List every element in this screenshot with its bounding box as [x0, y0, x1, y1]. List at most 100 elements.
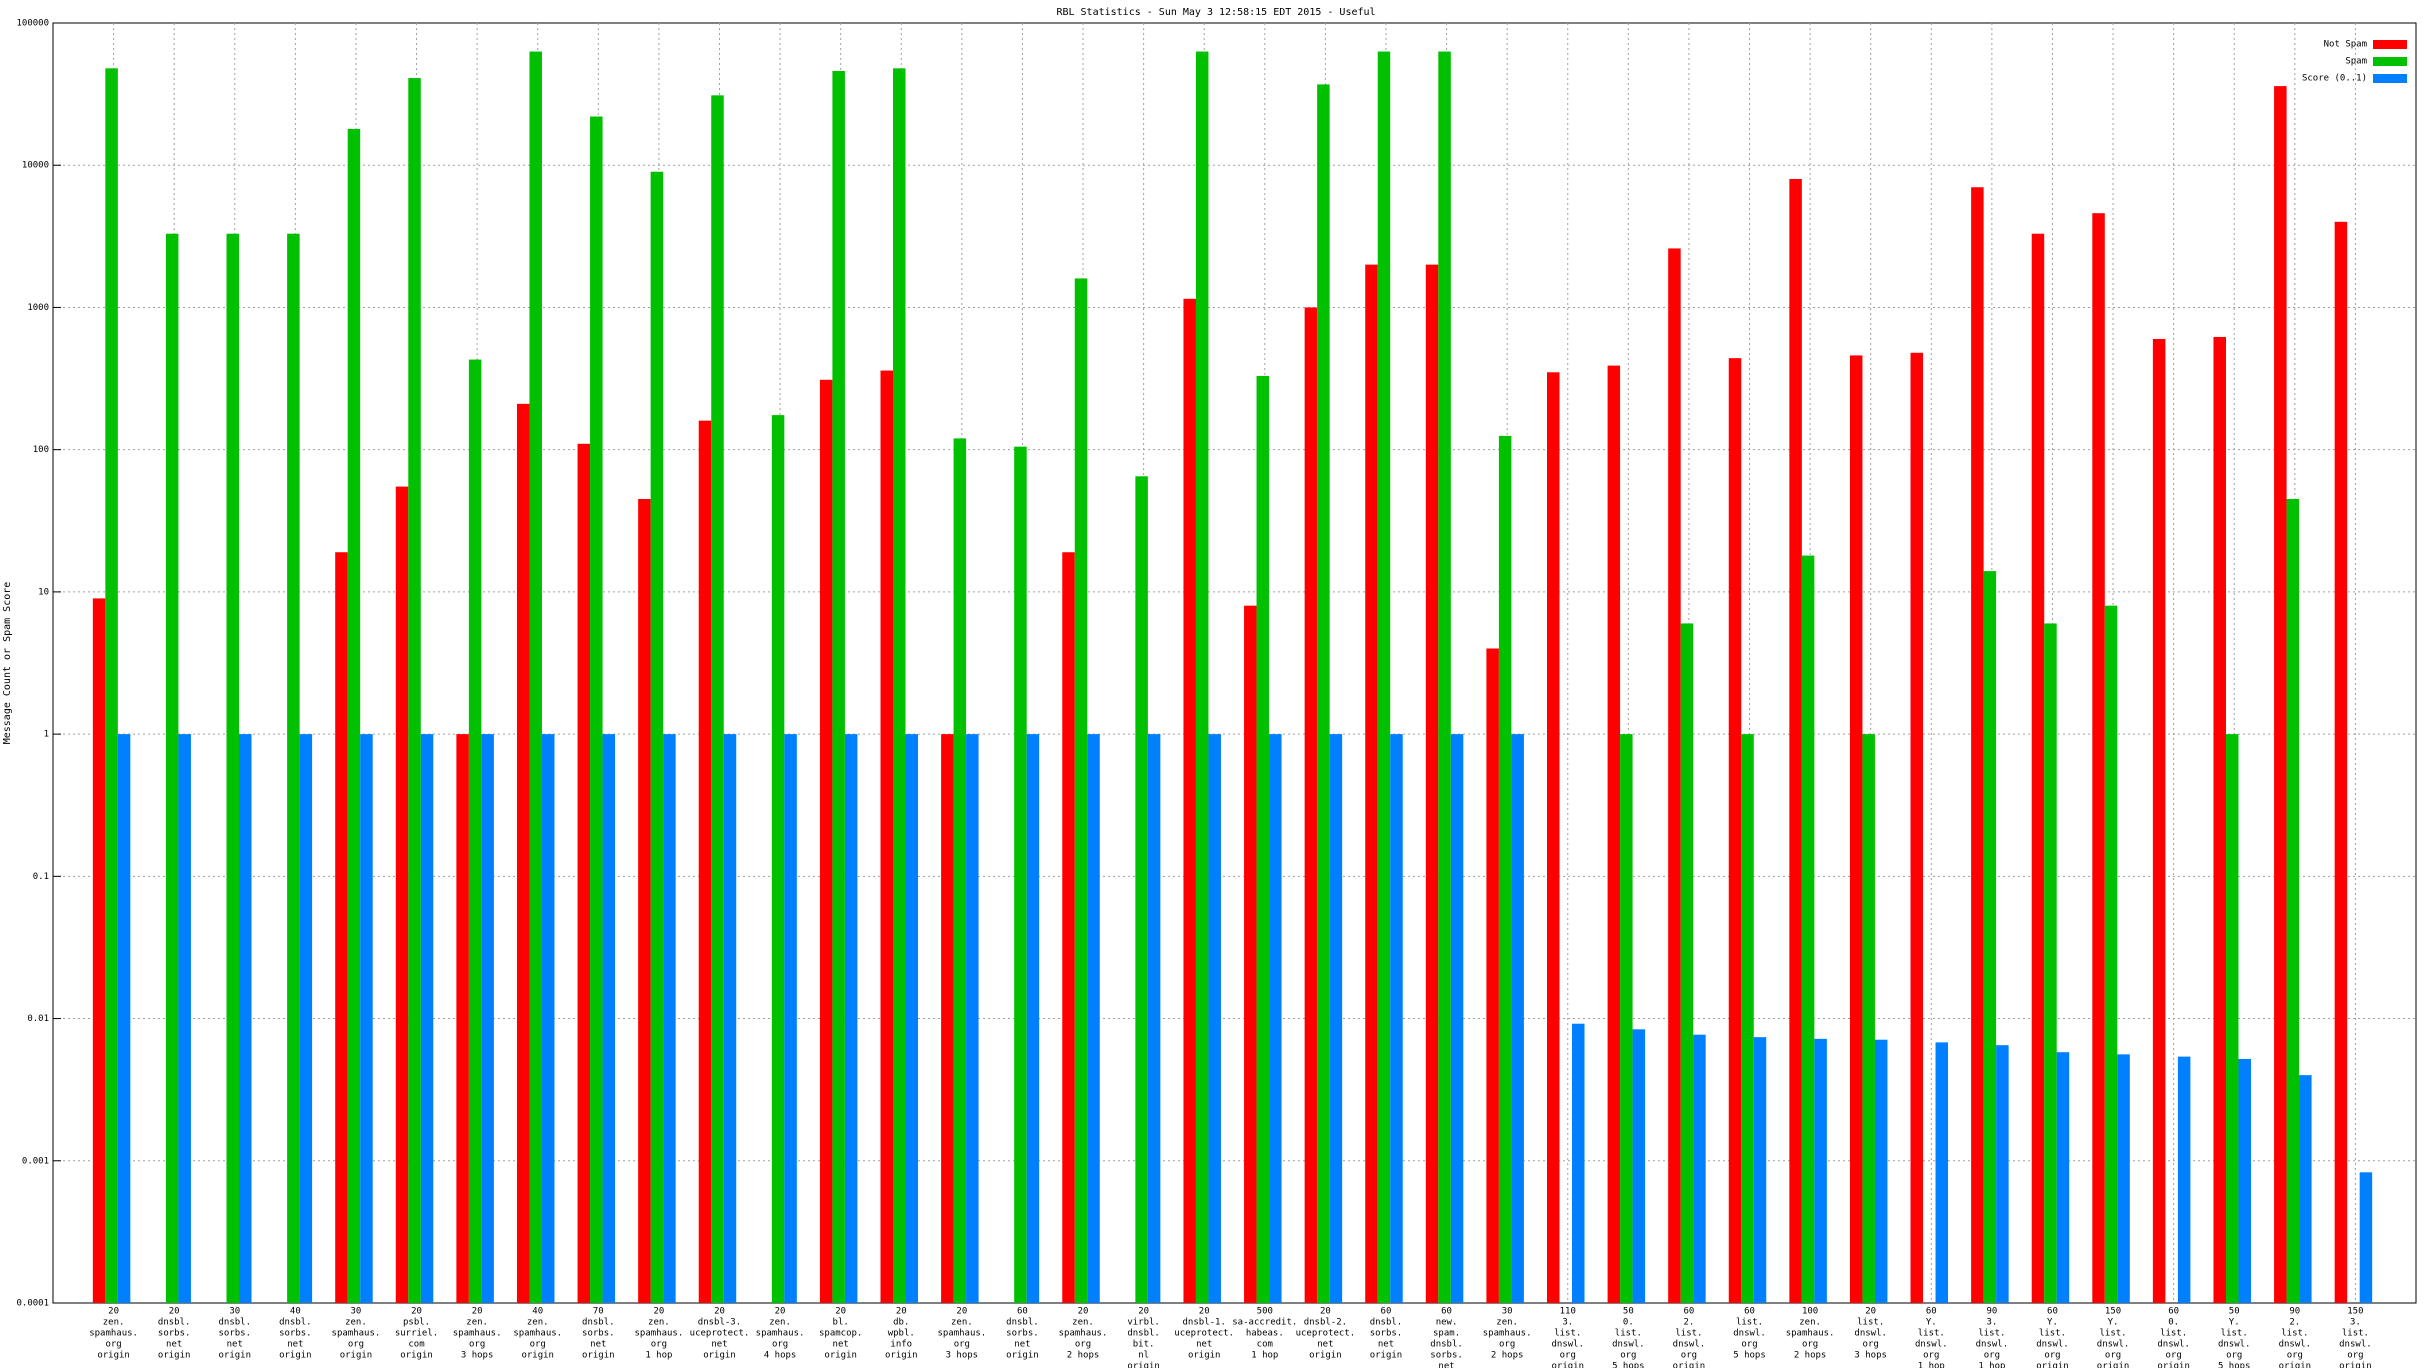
x-tick-label: list. — [1918, 1329, 1945, 1339]
y-tick-label: 0.1 — [33, 872, 49, 882]
x-tick-label: 20 — [1078, 1307, 1089, 1317]
x-tick-label: origin — [340, 1351, 373, 1361]
x-tick-label: org — [530, 1340, 546, 1350]
x-tick-label: list. — [2039, 1329, 2066, 1339]
bar — [663, 734, 676, 1303]
x-tick-label: 20 — [1320, 1307, 1331, 1317]
y-tick-label: 10000 — [22, 161, 49, 171]
bar — [1244, 605, 1257, 1303]
x-tick-label: org — [1863, 1340, 1879, 1350]
bar — [771, 415, 785, 1303]
x-tick-label: origin — [2036, 1362, 2069, 1368]
x-tick-label: net — [1378, 1340, 1394, 1350]
x-tick-label: net — [1196, 1340, 1212, 1350]
x-tick-label: 20 — [835, 1307, 846, 1317]
x-tick-label: spamhaus. — [89, 1329, 138, 1339]
bar — [117, 734, 131, 1303]
x-tick-label: org — [2044, 1351, 2060, 1361]
bar — [1693, 1034, 1706, 1303]
x-tick-label: dnsbl. — [219, 1318, 252, 1328]
x-tick-label: zen. — [769, 1318, 791, 1328]
y-tick-label: 100000 — [16, 19, 49, 29]
bar — [1135, 476, 1148, 1303]
x-tick-label: list. — [1675, 1329, 1702, 1339]
x-tick-label: origin — [400, 1351, 433, 1361]
x-tick-label: dnsbl. — [1127, 1329, 1160, 1339]
bar — [360, 734, 373, 1303]
x-tick-label: list. — [1615, 1329, 1642, 1339]
x-tick-label: Y. — [2108, 1318, 2119, 1328]
x-tick-label: 60 — [2168, 1307, 2179, 1317]
x-tick-label: org — [1923, 1351, 1939, 1361]
bar — [2334, 221, 2348, 1304]
x-tick-label: 2 hops — [1067, 1351, 1100, 1361]
x-tick-label: 5 hops — [2218, 1362, 2251, 1368]
x-tick-label: origin — [885, 1351, 918, 1361]
x-tick-label: 2. — [2289, 1318, 2300, 1328]
x-tick-label: dnswl. — [1854, 1329, 1887, 1339]
x-tick-label: dnswl. — [2036, 1340, 2069, 1350]
x-tick-label: 2. — [1684, 1318, 1695, 1328]
x-tick-label: dnswl. — [1976, 1340, 2009, 1350]
x-tick-label: 40 — [290, 1307, 301, 1317]
x-tick-label: sorbs. — [158, 1329, 191, 1339]
bar — [1632, 1029, 1646, 1303]
bar — [893, 68, 906, 1303]
legend-label: Score (0..1) — [2302, 74, 2367, 84]
bar — [1983, 571, 1997, 1303]
x-tick-label: 2 hops — [1794, 1351, 1827, 1361]
x-tick-label: 110 — [1560, 1307, 1576, 1317]
x-tick-label: org — [105, 1340, 121, 1350]
x-tick-label: dnsbl. — [1370, 1318, 1403, 1328]
x-tick-label: origin — [1673, 1362, 1706, 1368]
x-tick-label: 20 — [653, 1307, 664, 1317]
x-tick-label: dnswl. — [1915, 1340, 1948, 1350]
x-tick-label: 1 hop — [1918, 1362, 1945, 1368]
bar — [347, 128, 361, 1304]
bar — [784, 734, 797, 1303]
x-tick-label: zen. — [951, 1318, 973, 1328]
x-tick-label: org — [772, 1340, 788, 1350]
bar — [698, 420, 712, 1304]
x-tick-label: bl. — [833, 1318, 849, 1328]
bar — [287, 233, 300, 1304]
x-tick-label: zen. — [527, 1318, 549, 1328]
x-tick-label: 20 — [1865, 1307, 1876, 1317]
x-tick-label: zen. — [466, 1318, 488, 1328]
x-tick-label: 20 — [472, 1307, 483, 1317]
bar — [178, 734, 191, 1303]
bar — [239, 734, 252, 1303]
x-tick-label: 3. — [2350, 1318, 2361, 1328]
bar — [1269, 734, 1282, 1303]
x-tick-label: 30 — [229, 1307, 240, 1317]
x-tick-label: 60 — [1017, 1307, 1028, 1317]
bar — [2238, 1058, 2251, 1303]
x-tick-label: origin — [1188, 1351, 1221, 1361]
x-tick-label: spamhaus. — [1483, 1329, 1532, 1339]
x-tick-label: 1 hop — [645, 1351, 672, 1361]
bar — [723, 734, 737, 1303]
x-tick-label: dnsbl. — [279, 1318, 312, 1328]
x-tick-label: Y. — [2229, 1318, 2240, 1328]
x-tick-label: origin — [1127, 1362, 1160, 1368]
x-tick-label: 3 hops — [1854, 1351, 1887, 1361]
bar — [1862, 734, 1875, 1303]
x-tick-label: dnswl. — [1551, 1340, 1584, 1350]
x-tick-label: com — [1257, 1340, 1273, 1350]
x-tick-label: 20 — [775, 1307, 786, 1317]
x-tick-label: org — [1984, 1351, 2000, 1361]
bar — [1365, 264, 1378, 1303]
y-tick-label: 1000 — [27, 303, 49, 313]
bar — [2056, 1052, 2070, 1303]
x-tick-label: list. — [1736, 1318, 1763, 1328]
bar — [1026, 734, 1040, 1303]
x-tick-label: bit. — [1133, 1340, 1155, 1350]
x-tick-label: sa-accredit. — [1232, 1318, 1297, 1328]
x-tick-label: list. — [2160, 1329, 2187, 1339]
x-tick-label: zen. — [1072, 1318, 1094, 1328]
bar — [1377, 51, 1391, 1304]
x-tick-label: virbl. — [1127, 1318, 1160, 1328]
bar — [2359, 1172, 2373, 1303]
bar — [1450, 734, 1464, 1303]
